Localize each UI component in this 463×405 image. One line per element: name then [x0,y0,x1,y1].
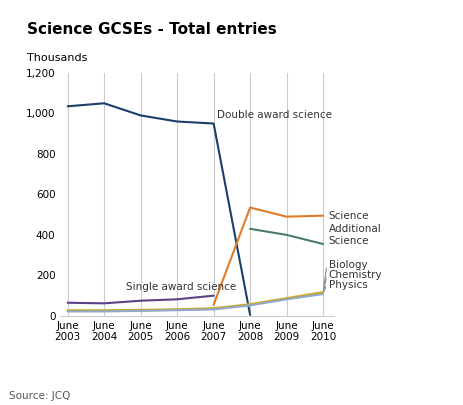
Text: Physics: Physics [328,279,367,290]
Text: Science: Science [328,211,368,221]
Text: Additional
Science: Additional Science [328,224,381,246]
Text: Chemistry: Chemistry [328,271,382,280]
Text: Single award science: Single award science [126,282,236,292]
Text: Double award science: Double award science [216,111,331,121]
Text: Source: JCQ: Source: JCQ [9,391,70,401]
Text: Thousands: Thousands [27,53,88,63]
Text: Biology: Biology [328,260,366,270]
Text: Science GCSEs - Total entries: Science GCSEs - Total entries [27,22,276,37]
